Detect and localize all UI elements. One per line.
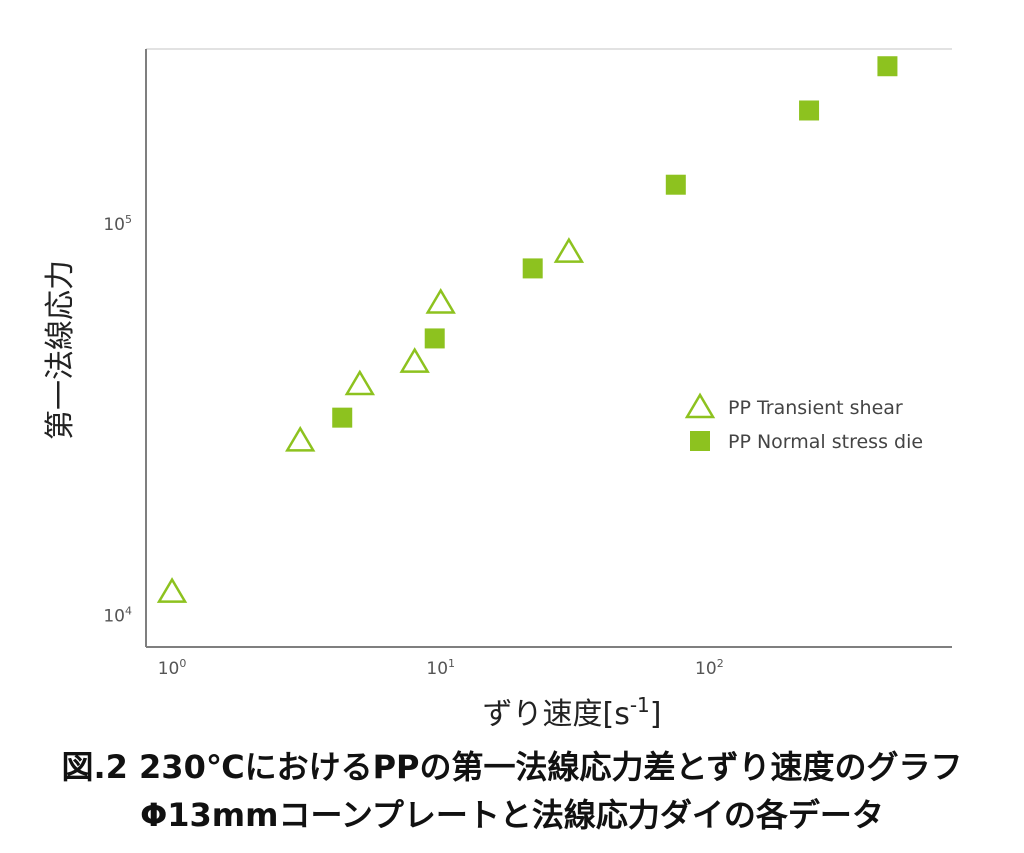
normal-stress-die-point	[665, 174, 686, 195]
normal-stress-die-point	[877, 56, 898, 77]
y-tick-label: 104	[103, 604, 132, 626]
y-tick-labels: 104 105	[103, 213, 132, 626]
x-tick-label: 101	[426, 657, 455, 679]
legend-label: PP Normal stress die	[728, 431, 923, 453]
legend-square-icon	[690, 431, 710, 451]
normal-stress-die-point	[799, 100, 820, 121]
x-axis-title: ずり速度[s-1]	[482, 693, 661, 732]
normal-stress-die-point	[424, 328, 445, 349]
transient-shear-point	[553, 237, 585, 263]
transient-shear-point	[344, 369, 376, 396]
legend: PP Transient shear PP Normal stress die	[684, 392, 923, 453]
normal-stress-die-point	[332, 407, 353, 428]
x-tick-label: 100	[158, 657, 187, 679]
x-tick-label: 102	[695, 657, 724, 679]
normal-stress-die-point	[522, 258, 543, 279]
transient-shear-point	[285, 425, 316, 452]
transient-shear-point	[425, 288, 456, 314]
figure-caption-line1: 図.2 230℃におけるPPの第一法線応力差とずり速度のグラフ	[61, 748, 963, 786]
y-axis-title: 第一法線応力	[43, 260, 78, 440]
axes	[145, 48, 952, 648]
legend-label: PP Transient shear	[728, 397, 903, 419]
legend-triangle-icon	[684, 392, 716, 419]
transient-shear-point	[399, 347, 430, 373]
figure-caption-line2: Φ13mmコーンプレートと法線応力ダイの各データ	[140, 796, 884, 834]
x-tick-labels: 100 101 102	[158, 657, 724, 679]
chart: 100 101 102 104 105 PP Transient shear PP No…	[43, 48, 952, 732]
data-marks	[156, 56, 898, 603]
transient-shear-point	[156, 577, 188, 603]
y-tick-label: 105	[103, 213, 132, 235]
